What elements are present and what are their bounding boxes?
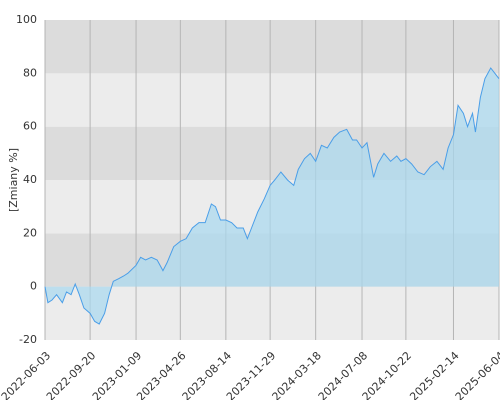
y-tick-label: 0	[30, 280, 37, 293]
y-tick-label: 40	[23, 173, 37, 186]
y-tick-label: -20	[19, 333, 37, 346]
line	[44, 67, 500, 325]
y-tick-label: 100	[16, 13, 37, 26]
y-axis-label: [Zmiany %]	[7, 148, 20, 212]
x-tick-label: 2022-09-20	[44, 349, 98, 400]
area	[45, 68, 499, 324]
y-tick-label: 20	[23, 226, 37, 239]
x-tick-label: 2024-03-18	[270, 349, 324, 400]
plot-band	[45, 126, 499, 180]
plot-band	[45, 73, 499, 127]
plot-band	[45, 20, 499, 74]
y-tick-label: 80	[23, 66, 37, 79]
plot-band	[45, 286, 499, 340]
y-tick-label: 60	[23, 120, 37, 133]
